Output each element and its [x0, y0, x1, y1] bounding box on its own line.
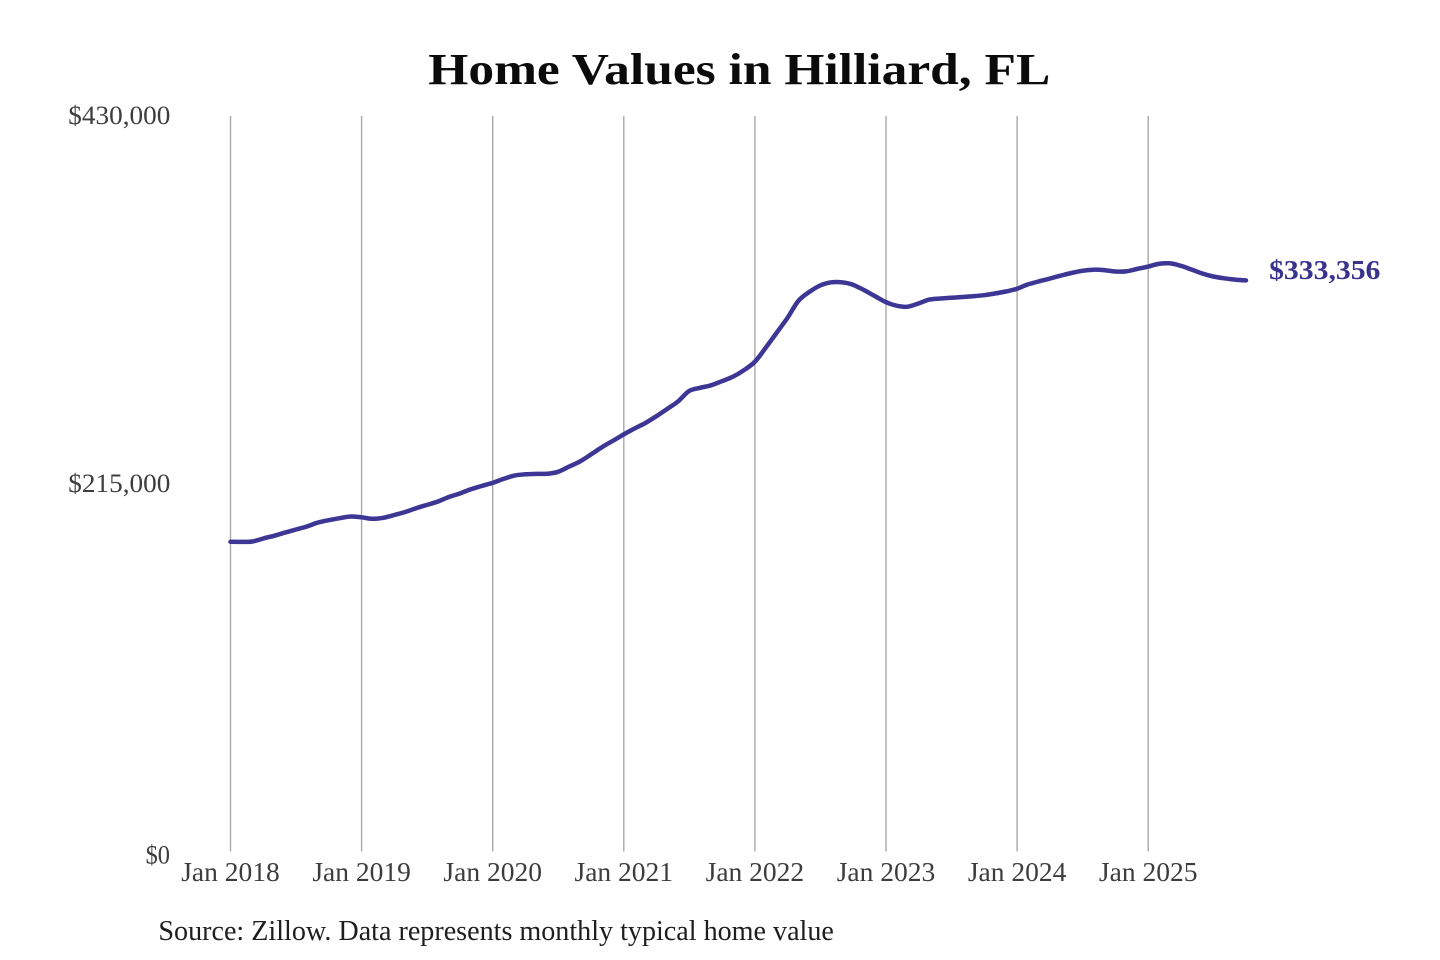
svg-text:Source: Zillow. Data represent: Source: Zillow. Data represents monthly …: [158, 916, 834, 947]
svg-text:Home Values in Hilliard, FL: Home Values in Hilliard, FL: [428, 45, 1050, 94]
svg-text:$430,000: $430,000: [68, 100, 170, 130]
svg-text:Jan 2019: Jan 2019: [312, 856, 411, 887]
svg-text:Jan 2025: Jan 2025: [1099, 856, 1198, 887]
svg-text:Jan 2020: Jan 2020: [443, 856, 542, 887]
svg-text:Jan 2022: Jan 2022: [706, 856, 805, 887]
svg-text:Jan 2023: Jan 2023: [837, 856, 936, 887]
svg-text:Jan 2021: Jan 2021: [575, 856, 674, 887]
svg-text:Jan 2024: Jan 2024: [968, 856, 1067, 887]
svg-text:Jan 2018: Jan 2018: [181, 856, 280, 887]
svg-text:$215,000: $215,000: [68, 468, 170, 498]
svg-text:$333,356: $333,356: [1269, 255, 1380, 285]
svg-text:$0: $0: [146, 839, 170, 869]
